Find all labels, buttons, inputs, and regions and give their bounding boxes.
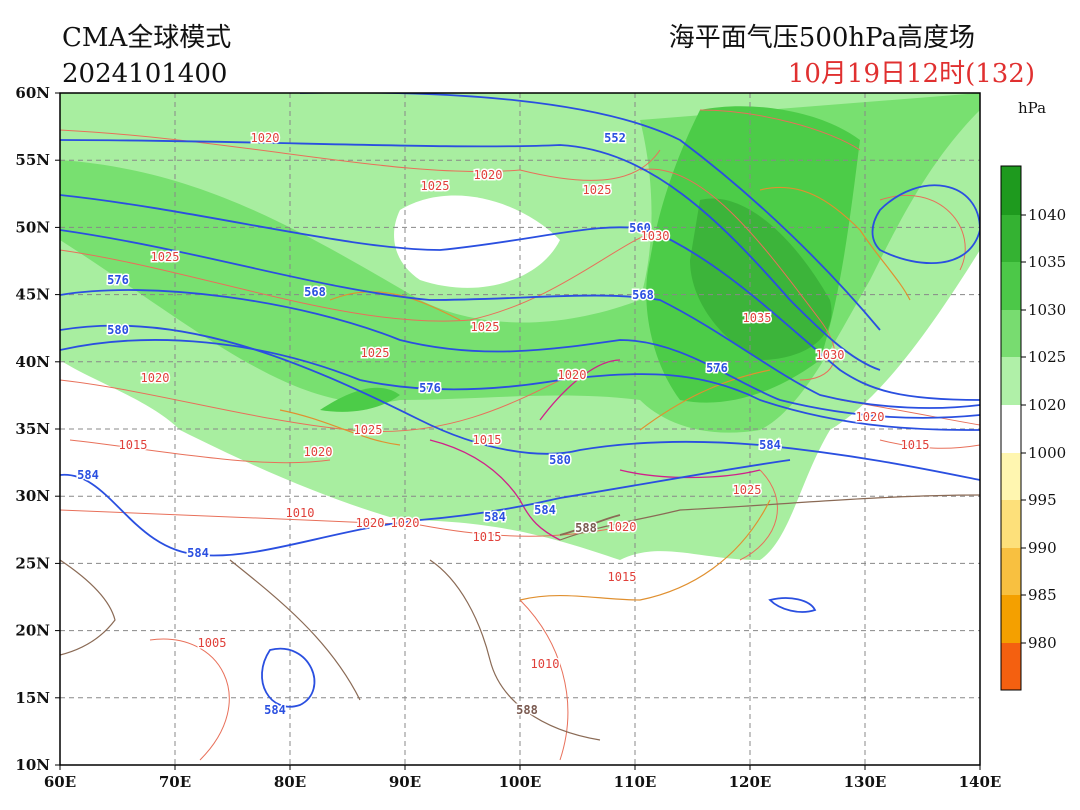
colorbar-swatch	[1001, 643, 1021, 690]
map-area: 552 560 568 568 576 576 576 580 580 584 584 584 584 5…	[60, 93, 980, 765]
colorbar-swatch	[1001, 405, 1021, 453]
colorbar-label: 1000	[1028, 444, 1066, 462]
lat-tick-label: 40N	[15, 353, 50, 371]
model-name: CMA全球模式	[62, 23, 231, 53]
colorbar-label: 1035	[1028, 253, 1066, 271]
colorbar-label: 1040	[1028, 206, 1066, 224]
pressure-label: 1020	[141, 371, 170, 385]
height-label: 552	[604, 131, 626, 145]
pressure-label: 1025	[361, 346, 390, 360]
pressure-label: 1005	[198, 636, 227, 650]
colorbar-swatch	[1001, 310, 1021, 357]
lat-tick-label: 50N	[15, 218, 50, 236]
colorbar-unit: hPa	[1018, 99, 1046, 117]
pressure-label: 1030	[816, 348, 845, 362]
grid	[60, 93, 980, 765]
pressure-label: 1020	[356, 516, 385, 530]
colorbar-swatch	[1001, 262, 1021, 310]
height-label: 560	[629, 221, 651, 235]
pressure-label: 1020	[251, 131, 280, 145]
pressure-label: 1025	[583, 183, 612, 197]
height-label: 584	[534, 503, 556, 517]
lat-tick-label: 25N	[15, 554, 50, 572]
height-label: 584	[484, 510, 506, 524]
pressure-label: 1015	[473, 530, 502, 544]
pressure-label: 1030	[641, 229, 670, 243]
lat-tick-label: 30N	[15, 487, 50, 505]
pressure-label: 1010	[531, 657, 560, 671]
colorbar-label: 995	[1028, 491, 1057, 509]
height-label: 580	[549, 453, 571, 467]
lat-tick-label: 15N	[15, 689, 50, 707]
height-label: 580	[107, 323, 129, 337]
lon-tick-label: 120E	[729, 773, 772, 791]
pressure-label: 1025	[354, 423, 383, 437]
pressure-label: 1025	[421, 179, 450, 193]
lat-tick-label: 55N	[15, 151, 50, 169]
lat-tick-label: 20N	[15, 622, 50, 640]
lon-tick-label: 70E	[159, 773, 191, 791]
height-label: 588	[575, 521, 597, 535]
height-label: 568	[304, 285, 326, 299]
pressure-label: 1015	[119, 438, 148, 452]
colorbar-swatch	[1001, 595, 1021, 643]
pressure-label: 1025	[151, 250, 180, 264]
pressure-label: 1015	[473, 433, 502, 447]
colorbar-swatch	[1001, 357, 1021, 405]
colorbar-swatch	[1001, 500, 1021, 548]
pressure-label: 1020	[304, 445, 333, 459]
lon-tick-label: 140E	[959, 773, 1002, 791]
lon-tick-label: 130E	[844, 773, 887, 791]
valid-time: 10月19日12时(132)	[788, 59, 1035, 89]
pressure-label: 1020	[558, 368, 587, 382]
lat-tick-label: 45N	[15, 286, 50, 304]
lat-tick-label: 60N	[15, 84, 50, 102]
height-label: 576	[419, 381, 441, 395]
pressure-label: 1025	[733, 483, 762, 497]
init-time: 2024101400	[62, 59, 227, 89]
colorbar-label: 1025	[1028, 348, 1066, 366]
lon-tick-label: 60E	[44, 773, 76, 791]
height-label: 568	[632, 288, 654, 302]
colorbar-swatch	[1001, 166, 1021, 215]
pressure-label: 1025	[471, 320, 500, 334]
colorbar-label: 990	[1028, 539, 1057, 557]
colorbar-label: 980	[1028, 634, 1057, 652]
colorbar-swatch	[1001, 548, 1021, 595]
height-label: 584	[759, 438, 781, 452]
pressure-label: 1010	[286, 506, 315, 520]
lon-tick-label: 90E	[389, 773, 421, 791]
height-label: 588	[516, 703, 538, 717]
colorbar-frame	[1000, 165, 1022, 691]
lon-tick-label: 100E	[499, 773, 542, 791]
lat-tick-label: 10N	[15, 756, 50, 774]
height-label: 576	[107, 273, 129, 287]
height-label: 576	[706, 361, 728, 375]
pressure-label: 1020	[608, 520, 637, 534]
pressure-label: 1015	[608, 570, 637, 584]
pressure-label: 1015	[901, 438, 930, 452]
height-label: 584	[77, 468, 99, 482]
lon-tick-label: 110E	[614, 773, 657, 791]
colorbar-label: 1030	[1028, 301, 1066, 319]
lat-tick-label: 35N	[15, 420, 50, 438]
colorbar-swatch	[1001, 453, 1021, 500]
colorbar-label: 1020	[1028, 396, 1066, 414]
pressure-label: 1020	[391, 516, 420, 530]
colorbar-swatch	[1001, 215, 1021, 262]
colorbar-label: 985	[1028, 586, 1057, 604]
height-label: 584	[264, 703, 286, 717]
height-contours	[60, 93, 980, 708]
lon-tick-label: 80E	[274, 773, 306, 791]
height-label: 584	[187, 546, 209, 560]
pressure-label: 1020	[474, 168, 503, 182]
pressure-label: 1020	[856, 410, 885, 424]
pressure-label: 1035	[743, 311, 772, 325]
map-title: 海平面气压500hPa高度场	[669, 23, 975, 53]
